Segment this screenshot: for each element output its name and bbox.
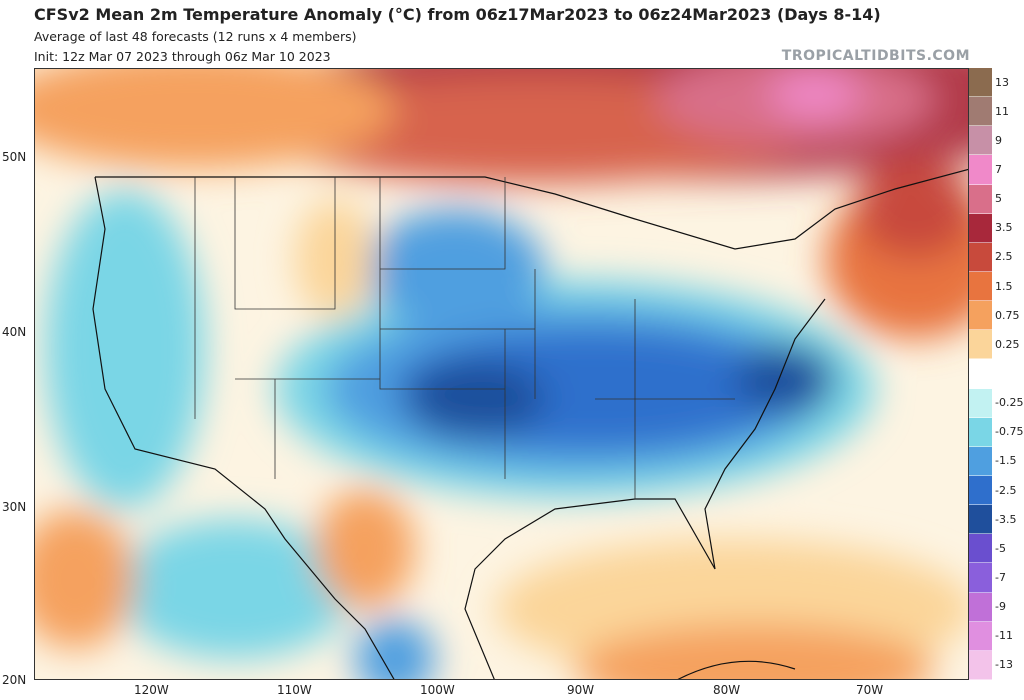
legend-swatch [969, 388, 992, 418]
lat-label-30n: 30N [2, 500, 27, 514]
legend-entry: -11 [969, 621, 1024, 651]
legend-swatch [969, 476, 992, 506]
legend-label: 0.75 [995, 308, 1020, 322]
legend-entry [969, 359, 1024, 389]
legend-entry: -0.25 [969, 388, 1024, 418]
anomaly-map [34, 68, 969, 680]
legend-entry: 7 [969, 155, 1024, 185]
legend-label: -0.25 [995, 396, 1024, 410]
legend-label: -1.5 [995, 454, 1017, 468]
brand-watermark: TROPICALTIDBITS.COM [781, 48, 970, 64]
legend-entry: 5 [969, 184, 1024, 214]
legend-label: -9 [995, 600, 1006, 614]
legend-entry: 9 [969, 126, 1024, 156]
coastlines [92, 168, 968, 679]
legend-entry: -7 [969, 563, 1024, 593]
legend-label: -13 [995, 658, 1013, 672]
legend-label: 3.5 [995, 221, 1013, 235]
color-legend: 13 11 9 7 5 3.5 2.5 1.5 0.75 0.25 -0.25 -0.75 -1.5 -2… [969, 68, 1024, 680]
legend-entry: 3.5 [969, 213, 1024, 243]
legend-entry: 11 [969, 97, 1024, 127]
lat-label-40n: 40N [2, 325, 27, 339]
legend-entry: -0.75 [969, 417, 1024, 447]
legend-swatch [969, 184, 992, 214]
legend-label: 11 [995, 104, 1009, 118]
legend-swatch [969, 592, 992, 622]
legend-label: 1.5 [995, 279, 1013, 293]
legend-swatch [969, 242, 992, 272]
legend-label: 7 [995, 162, 1002, 176]
legend-entry: -2.5 [969, 476, 1024, 506]
legend-label: -7 [995, 570, 1006, 584]
legend-entry: -9 [969, 592, 1024, 622]
legend-swatch [969, 301, 992, 331]
legend-swatch [969, 126, 992, 156]
legend-entry: 0.25 [969, 330, 1024, 360]
legend-swatch [969, 330, 992, 360]
legend-entry: -5 [969, 534, 1024, 564]
legend-label: 2.5 [995, 250, 1013, 264]
legend-entry: -13 [969, 650, 1024, 680]
legend-swatch [969, 446, 992, 476]
legend-swatch [969, 155, 992, 185]
map-subtitle: Average of last 48 forecasts (12 runs x … [34, 29, 357, 44]
lat-label-20n: 20N [2, 673, 27, 687]
legend-swatch [969, 417, 992, 447]
lon-label-120w: 120W [134, 683, 169, 697]
lon-label-90w: 90W [567, 683, 595, 697]
legend-label: 0.25 [995, 337, 1020, 351]
legend-swatch [969, 563, 992, 593]
legend-entry: 0.75 [969, 301, 1024, 331]
legend-label: 9 [995, 133, 1002, 147]
legend-entry: -1.5 [969, 446, 1024, 476]
legend-swatch [969, 359, 992, 389]
legend-swatch [969, 97, 992, 127]
legend-entry: -3.5 [969, 505, 1024, 535]
legend-swatch [969, 505, 992, 535]
legend-entry: 13 [969, 68, 1024, 98]
lat-label-50n: 50N [2, 150, 27, 164]
legend-label: -0.75 [995, 425, 1024, 439]
legend-swatch [969, 272, 992, 302]
legend-label: 5 [995, 192, 1002, 206]
legend-swatch [969, 621, 992, 651]
lon-label-70w: 70W [856, 683, 884, 697]
legend-label: -3.5 [995, 512, 1017, 526]
legend-label: 13 [995, 75, 1009, 89]
legend-label: -5 [995, 541, 1006, 555]
legend-swatch [969, 534, 992, 564]
lon-label-80w: 80W [713, 683, 741, 697]
map-title: CFSv2 Mean 2m Temperature Anomaly (°C) f… [34, 5, 881, 24]
legend-label: -2.5 [995, 483, 1017, 497]
legend-entry: 2.5 [969, 242, 1024, 272]
lon-label-110w: 110W [277, 683, 312, 697]
lon-label-100w: 100W [420, 683, 455, 697]
legend-swatch [969, 650, 992, 680]
legend-entry: 1.5 [969, 272, 1024, 302]
legend-label: -11 [995, 629, 1013, 643]
legend-swatch [969, 68, 992, 98]
legend-swatch [969, 213, 992, 243]
init-time-label: Init: 12z Mar 07 2023 through 06z Mar 10… [34, 49, 331, 64]
anomaly-field [35, 69, 968, 679]
state-borders [194, 177, 735, 499]
